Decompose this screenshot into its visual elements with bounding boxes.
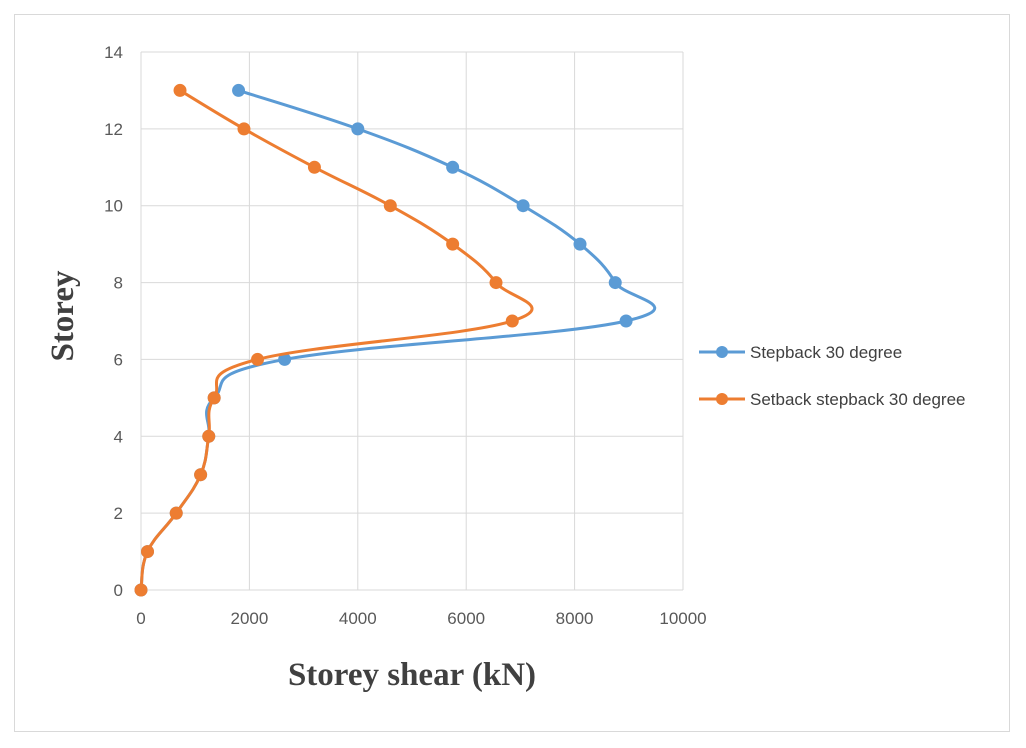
legend-item: Setback stepback 30 degree [699, 390, 965, 409]
y-tick-label: 6 [114, 350, 123, 369]
series-line [139, 89, 534, 591]
x-tick-label: 2000 [230, 609, 268, 628]
x-tick-label: 4000 [339, 609, 377, 628]
data-point [232, 83, 246, 97]
data-point [383, 199, 397, 213]
y-tick-label: 10 [104, 197, 123, 216]
data-point [489, 276, 503, 290]
data-point [169, 506, 183, 520]
y-tick-label: 0 [114, 581, 123, 600]
data-point [251, 352, 265, 366]
data-point [619, 314, 633, 328]
legend-item: Stepback 30 degree [699, 343, 902, 362]
y-tick-label: 8 [114, 274, 123, 293]
chart-frame: 0 2000 4000 6000 8000 10000 0 2 4 6 8 10 12 14 Store… [14, 14, 1010, 732]
data-point [351, 122, 365, 136]
y-tick-label: 12 [104, 120, 123, 139]
chart-svg: 0 2000 4000 6000 8000 10000 0 2 4 6 8 10 12 14 Store… [45, 43, 965, 693]
data-point [202, 429, 216, 443]
x-axis-title: Storey shear (kN) [288, 657, 536, 693]
data-point [237, 122, 251, 136]
data-point [446, 160, 460, 174]
x-tick-label: 8000 [556, 609, 594, 628]
data-point [194, 468, 208, 482]
series-2 [134, 83, 534, 597]
x-tick-label: 0 [136, 609, 145, 628]
legend-label: Stepback 30 degree [750, 343, 902, 362]
y-axis-title: Storey [45, 270, 81, 362]
legend-label: Setback stepback 30 degree [750, 390, 965, 409]
legend-marker [716, 393, 728, 405]
x-tick-label: 6000 [447, 609, 485, 628]
data-point [608, 276, 622, 290]
data-point [173, 83, 187, 97]
y-tick-labels: 0 2 4 6 8 10 12 14 [104, 43, 123, 600]
x-tick-label: 10000 [659, 609, 706, 628]
data-point [207, 391, 221, 405]
y-tick-label: 2 [114, 504, 123, 523]
data-point [573, 237, 587, 251]
legend: Stepback 30 degree Setback stepback 30 de… [699, 343, 965, 409]
y-tick-label: 14 [104, 43, 123, 62]
series-group [134, 83, 657, 597]
data-point [446, 237, 460, 251]
data-point [516, 199, 530, 213]
legend-marker [716, 346, 728, 358]
gridlines [140, 51, 684, 591]
data-point [505, 314, 519, 328]
y-tick-label: 4 [114, 427, 123, 446]
data-point [134, 583, 148, 597]
x-tick-labels: 0 2000 4000 6000 8000 10000 [136, 609, 706, 628]
data-point [307, 160, 321, 174]
data-point [141, 545, 155, 559]
